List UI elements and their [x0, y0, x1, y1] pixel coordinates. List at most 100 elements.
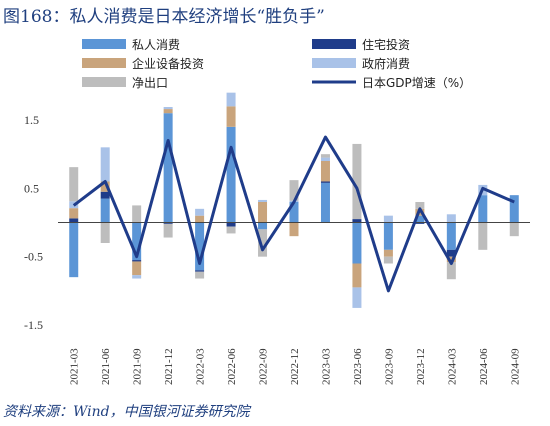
bars-group: [69, 92, 519, 308]
y-tick-label: 1.5: [24, 113, 39, 127]
bar-private_consumption-2021-12: [163, 113, 173, 223]
bar-business_investment-2021-09: [132, 261, 142, 276]
bar-private_consumption-2023-12: [415, 215, 425, 223]
y-axis: 1.5 0.5 -0.5 -1.5: [24, 113, 43, 332]
legend-swatch-business_investment: [82, 58, 126, 68]
bar-net_exports-2021-03: [69, 167, 79, 202]
legend-swatch-government_consumption: [312, 58, 356, 68]
x-tick-label: 2021-03: [69, 348, 81, 385]
x-tick-label: 2023-06: [352, 348, 364, 385]
bar-net_exports-2023-06: [352, 143, 362, 220]
bar-net_exports-2021-12: [163, 223, 173, 238]
bar-housing_investment-2021-03: [69, 218, 79, 223]
x-tick-label: 2022-06: [226, 348, 238, 385]
bar-business_investment-2024-03: [446, 256, 456, 263]
bar-government_consumption-2021-06: [100, 147, 110, 182]
bar-private_consumption-2022-12: [289, 202, 299, 223]
bar-net_exports-2024-09: [509, 222, 519, 237]
bar-private_consumption-2022-09: [258, 222, 268, 230]
chart-title: 图168：私人消费是日本经济增长“胜负手”: [3, 7, 325, 27]
bar-private_consumption-2021-09: [132, 222, 142, 261]
bar-business_investment-2022-09: [258, 202, 268, 223]
x-tick-label: 2022-03: [195, 348, 207, 385]
x-tick-label: 2024-03: [446, 348, 458, 385]
y-tick-label: -1.5: [24, 318, 43, 332]
bar-net_exports-2022-06: [226, 226, 236, 234]
bar-business_investment-2023-03: [320, 161, 330, 182]
bar-government_consumption-2022-06: [226, 92, 236, 107]
bar-housing_investment-2024-03: [446, 249, 456, 257]
legend-label-gdp_line: 日本GDP增速（%）: [362, 76, 471, 90]
x-tick-label: 2023-12: [415, 348, 427, 385]
bar-net_exports-2023-09: [383, 256, 393, 264]
bar-private_consumption-2024-03: [446, 222, 456, 250]
bar-housing_investment-2023-06: [352, 219, 362, 223]
bar-business_investment-2022-03: [195, 215, 205, 223]
bar-business_investment-2023-06: [352, 263, 362, 288]
bar-private_consumption-2022-06: [226, 126, 236, 223]
bar-government_consumption-2024-03: [446, 214, 456, 223]
x-tick-label: 2023-09: [383, 348, 395, 385]
x-axis: 2021-03 2021-06 2021-09 2021-12 2022-03 2022-…: [69, 348, 522, 385]
x-tick-label: 2021-06: [100, 348, 112, 385]
legend-label-housing_investment: 住宅投资: [362, 37, 410, 52]
bar-business_investment-2022-06: [226, 106, 236, 127]
x-tick-label: 2022-09: [258, 348, 270, 385]
bar-private_consumption-2023-06: [352, 222, 362, 264]
bar-government_consumption-2023-09: [383, 215, 393, 223]
bar-private_consumption-2023-09: [383, 222, 393, 250]
bar-housing_investment-2022-03: [195, 270, 205, 272]
bar-net_exports-2024-03: [446, 262, 456, 280]
legend-swatch-housing_investment: [312, 39, 356, 49]
y-tick-label: -0.5: [24, 250, 43, 264]
bar-business_investment-2023-09: [383, 249, 393, 257]
bar-housing_investment-2021-06: [100, 191, 110, 199]
bar-net_exports-2024-06: [478, 222, 488, 250]
bar-private_consumption-2024-09: [509, 195, 519, 223]
legend-label-government_consumption: 政府消费: [362, 56, 410, 71]
legend-label-private_consumption: 私人消费: [132, 38, 180, 52]
bar-housing_investment-2023-03: [320, 181, 330, 183]
bar-housing_investment-2021-12: [163, 222, 173, 224]
bar-business_investment-2021-12: [163, 109, 173, 114]
x-tick-label: 2023-03: [320, 348, 332, 385]
bar-net_exports-2021-09: [132, 205, 142, 223]
x-tick-label: 2022-12: [289, 348, 301, 385]
bar-net_exports-2022-12: [289, 180, 299, 201]
bar-private_consumption-2022-03: [195, 222, 205, 271]
legend-label-business_investment: 企业设备投资: [132, 56, 204, 71]
bar-government_consumption-2022-03: [195, 208, 205, 216]
source-note: 资料来源：Wind，中国银河证券研究院: [3, 404, 250, 420]
bar-business_investment-2021-06: [100, 181, 110, 192]
bar-housing_investment-2022-06: [226, 222, 236, 227]
bar-housing_investment-2021-09: [132, 260, 142, 262]
legend-swatch-private_consumption: [82, 39, 126, 49]
bar-private_consumption-2023-03: [320, 182, 330, 223]
bar-business_investment-2022-12: [289, 222, 299, 237]
bar-business_investment-2021-03: [69, 208, 79, 219]
bar-government_consumption-2022-09: [258, 199, 268, 202]
bar-private_consumption-2021-03: [69, 222, 79, 278]
x-tick-label: 2024-09: [509, 348, 521, 385]
bar-housing_investment-2023-12: [415, 222, 425, 224]
x-tick-label: 2024-06: [478, 348, 490, 385]
bar-net_exports-2023-12: [415, 202, 425, 209]
x-tick-label: 2021-09: [132, 348, 144, 385]
bar-government_consumption-2021-09: [132, 275, 142, 279]
y-tick-label: 0.5: [24, 181, 39, 195]
bar-net_exports-2023-03: [320, 154, 330, 158]
bar-net_exports-2021-06: [100, 222, 110, 243]
bar-private_consumption-2021-06: [100, 198, 110, 223]
x-tick-label: 2021-12: [163, 348, 175, 385]
bar-net_exports-2022-09: [258, 229, 268, 257]
bar-private_consumption-2024-06: [478, 195, 488, 223]
bar-government_consumption-2023-06: [352, 287, 362, 308]
bar-government_consumption-2021-12: [163, 107, 173, 110]
legend-label-net_exports: 净出口: [132, 76, 168, 90]
legend-swatch-net_exports: [82, 77, 126, 87]
gdp-line-group: [72, 135, 515, 293]
bar-government_consumption-2023-03: [320, 157, 330, 161]
bar-net_exports-2022-03: [195, 271, 205, 279]
